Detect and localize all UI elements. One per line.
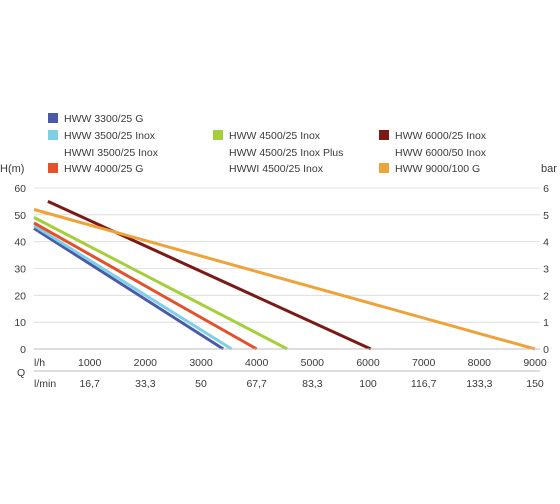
y-right-tick-label: 2 bbox=[543, 290, 549, 302]
x-tick-lh-label: 6000 bbox=[356, 357, 380, 369]
legend-swatch-4 bbox=[213, 130, 223, 140]
y-left-axis-label: H(m) bbox=[0, 163, 24, 175]
y-left-tick-label: 20 bbox=[14, 290, 26, 302]
series-line-3 bbox=[33, 221, 258, 351]
legend-label: HWW 6000/50 Inox bbox=[395, 147, 487, 159]
x-tick-lmin-label: 100 bbox=[359, 378, 377, 390]
y-left-tick-label: 50 bbox=[14, 210, 26, 222]
legend-label: HWW 4000/25 G bbox=[64, 163, 143, 175]
y-left-ticks: 0 10 20 30 40 50 60 bbox=[14, 183, 26, 356]
y-left-tick-label: 30 bbox=[14, 264, 26, 276]
legend-swatch-1 bbox=[48, 113, 58, 123]
series-line-2 bbox=[33, 224, 233, 351]
legend-label: HWW 4500/25 Inox bbox=[229, 130, 321, 142]
series-line-6 bbox=[33, 208, 536, 351]
x-tick-lh-label: 9000 bbox=[523, 357, 547, 369]
x-tick-lh-label: 8000 bbox=[468, 357, 492, 369]
x-tick-lh-label: 4000 bbox=[245, 357, 269, 369]
legend: HWW 3300/25 G HWW 3500/25 Inox HWWI 3500… bbox=[48, 113, 487, 175]
legend-swatch-5 bbox=[379, 130, 389, 140]
y-right-tick-label: 3 bbox=[543, 264, 549, 276]
x-tick-lmin-label: 150 bbox=[526, 378, 544, 390]
y-left-tick-label: 0 bbox=[20, 344, 26, 356]
legend-label: HWW 4500/25 Inox Plus bbox=[229, 147, 343, 159]
x-tick-lh-label: 2000 bbox=[134, 357, 158, 369]
series-line-5 bbox=[47, 200, 372, 351]
y-right-ticks: 0 1 2 3 4 5 6 bbox=[543, 183, 549, 356]
x-tick-lmin-label: 16,7 bbox=[79, 378, 100, 390]
y-right-tick-label: 5 bbox=[543, 210, 549, 222]
legend-label: HWWI 4500/25 Inox bbox=[229, 163, 324, 175]
x-tick-lmin-label: 133,3 bbox=[466, 378, 492, 390]
x-tick-lmin-label: 83,3 bbox=[302, 378, 323, 390]
legend-label: HWW 3300/25 G bbox=[64, 113, 143, 125]
x-tick-lmin-label: 33,3 bbox=[135, 378, 156, 390]
y-right-axis-label: bar bbox=[541, 163, 557, 175]
y-left-tick-label: 40 bbox=[14, 237, 26, 249]
y-right-tick-label: 4 bbox=[543, 237, 549, 249]
legend-label: HWW 6000/25 Inox bbox=[395, 130, 487, 142]
legend-label: HWW 9000/100 G bbox=[395, 163, 480, 175]
x-tick-lh-label: 1000 bbox=[78, 357, 102, 369]
x-tick-lmin-label: 50 bbox=[195, 378, 207, 390]
series-line-4 bbox=[33, 216, 288, 351]
x-tick-lh-label: 3000 bbox=[189, 357, 213, 369]
legend-swatch-2 bbox=[48, 130, 58, 140]
y-right-tick-label: 0 bbox=[543, 344, 549, 356]
legend-swatch-3 bbox=[48, 163, 58, 173]
legend-swatch-6 bbox=[379, 163, 389, 173]
legend-label: HWW 3500/25 Inox bbox=[64, 130, 156, 142]
x-tick-lmin-label: 116,7 bbox=[411, 378, 437, 390]
grid bbox=[34, 187, 540, 323]
x-flow-unit-label: l/h bbox=[34, 357, 45, 369]
x-tick-lh-label: 7000 bbox=[412, 357, 436, 369]
y-left-tick-label: 60 bbox=[14, 183, 26, 195]
x-lmin-unit-label: l/min bbox=[34, 378, 56, 390]
x-ticks-lmin: 16,7 33,3 50 67,7 83,3 100 116,7 133,3 150 bbox=[79, 378, 543, 390]
y-right-tick-label: 6 bbox=[543, 183, 549, 195]
x-ticks-lh: 1000 2000 3000 4000 5000 6000 7000 8000 9000 bbox=[78, 357, 547, 369]
legend-label: HWWI 3500/25 Inox bbox=[64, 147, 159, 159]
x-q-label: Q bbox=[17, 367, 25, 379]
x-tick-lmin-label: 67,7 bbox=[246, 378, 267, 390]
x-tick-lh-label: 5000 bbox=[301, 357, 325, 369]
series-lines bbox=[33, 200, 536, 351]
y-left-tick-label: 10 bbox=[14, 317, 26, 329]
y-right-tick-label: 1 bbox=[543, 317, 549, 329]
series-line-1 bbox=[33, 227, 225, 351]
